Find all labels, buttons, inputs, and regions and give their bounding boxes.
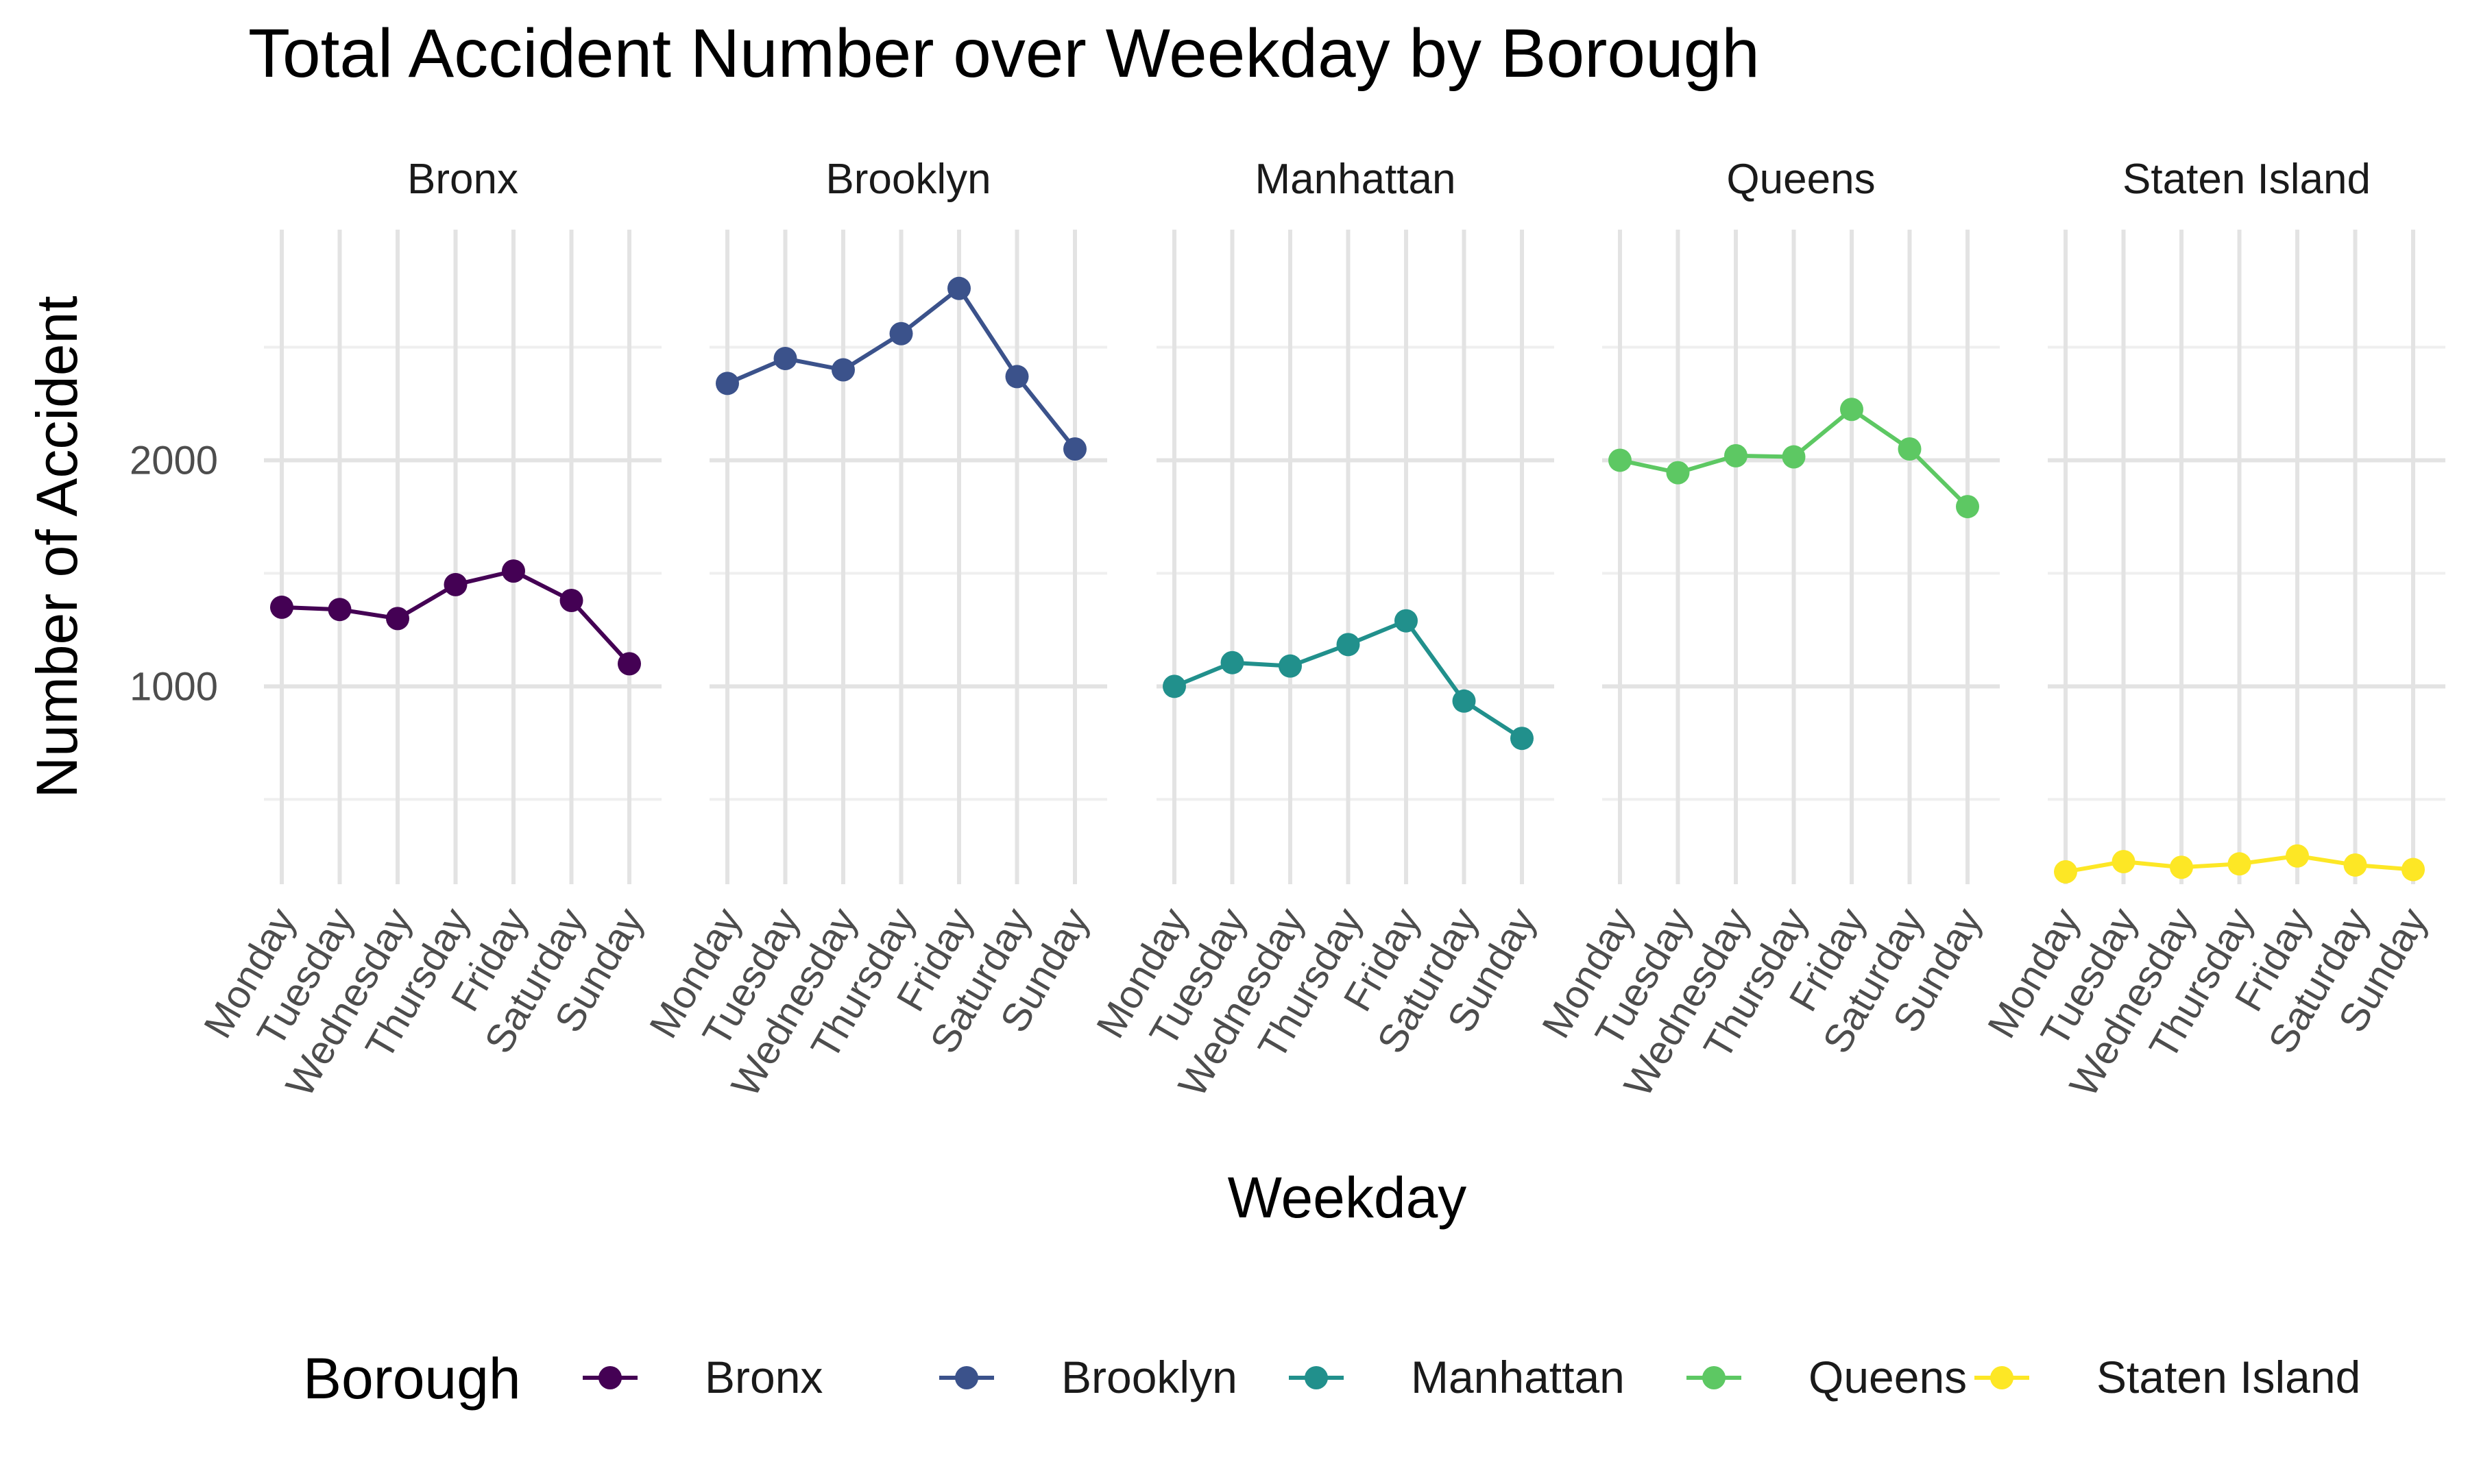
- data-point: [1394, 609, 1418, 633]
- data-point: [716, 372, 739, 396]
- data-point: [1163, 674, 1186, 698]
- legend-label: Bronx: [705, 1352, 823, 1402]
- data-point: [2054, 860, 2077, 884]
- panels: BronxMondayTuesdayWednesdayThursdayFrida…: [195, 156, 2445, 1104]
- legend-marker: [598, 1366, 622, 1389]
- legend-label: Manhattan: [1411, 1352, 1625, 1402]
- legend-item: Staten Island: [1974, 1352, 2360, 1402]
- facet-title: Manhattan: [1255, 156, 1456, 203]
- legend-marker: [1990, 1366, 2013, 1389]
- facet-title: Staten Island: [2122, 156, 2371, 203]
- data-point: [2343, 853, 2367, 877]
- data-point: [502, 559, 525, 583]
- data-point: [1279, 654, 1302, 678]
- data-point: [1666, 461, 1690, 485]
- data-point: [1782, 445, 1806, 469]
- legend-label: Staten Island: [2096, 1352, 2360, 1402]
- y-axis-label: Number of Accident: [25, 295, 89, 798]
- data-point: [2112, 850, 2136, 874]
- data-point: [947, 276, 971, 300]
- data-point: [328, 598, 352, 622]
- legend-marker: [1702, 1366, 1726, 1389]
- data-point: [618, 652, 641, 676]
- data-point: [773, 347, 797, 371]
- data-point: [889, 321, 913, 345]
- legend-title: Borough: [303, 1346, 521, 1411]
- facet-title: Brooklyn: [825, 156, 991, 203]
- data-point: [832, 358, 855, 382]
- legend-marker: [955, 1366, 978, 1389]
- data-point: [1063, 437, 1087, 461]
- data-point: [386, 607, 409, 631]
- x-axis-label: Weekday: [1228, 1165, 1467, 1230]
- legend-item: Brooklyn: [939, 1352, 1237, 1402]
- data-point: [1608, 448, 1632, 472]
- data-point: [1724, 443, 1747, 467]
- data-point: [2170, 855, 2193, 879]
- data-point: [270, 595, 293, 619]
- data-point: [2227, 852, 2251, 876]
- legend-item: Queens: [1686, 1352, 1967, 1402]
- data-point: [1840, 398, 1863, 422]
- data-point: [1898, 437, 1922, 461]
- data-point: [1005, 365, 1029, 389]
- data-point: [1336, 633, 1360, 657]
- data-point: [444, 572, 468, 596]
- data-point: [1220, 650, 1244, 674]
- y-tick-label: 2000: [130, 438, 218, 483]
- panel-staten-island: Staten IslandMondayTuesdayWednesdayThurs…: [1979, 156, 2445, 1104]
- legend-item: Bronx: [583, 1352, 823, 1402]
- facet-title: Queens: [1726, 156, 1875, 203]
- data-point: [1956, 495, 1979, 519]
- panel-brooklyn: BrooklynMondayTuesdayWednesdayThursdayFr…: [641, 156, 1107, 1104]
- data-point: [1452, 689, 1476, 713]
- data-point: [559, 589, 583, 613]
- panel-manhattan: ManhattanMondayTuesdayWednesdayThursdayF…: [1088, 156, 1554, 1104]
- data-point: [1510, 727, 1534, 751]
- legend-label: Queens: [1808, 1352, 1967, 1402]
- data-point: [2402, 857, 2425, 881]
- legend-label: Brooklyn: [1061, 1352, 1237, 1402]
- panel-queens: QueensMondayTuesdayWednesdayThursdayFrid…: [1534, 156, 2000, 1104]
- legend: Borough Bronx Brooklyn Manhattan Queens Stat…: [303, 1346, 2360, 1411]
- facet-title: Bronx: [407, 156, 518, 203]
- y-tick-label: 1000: [130, 664, 218, 709]
- panel-bronx: BronxMondayTuesdayWednesdayThursdayFrida…: [195, 156, 662, 1104]
- legend-item: Manhattan: [1289, 1352, 1625, 1402]
- legend-marker: [1305, 1366, 1328, 1389]
- data-point: [2286, 844, 2309, 868]
- chart-title: Total Accident Number over Weekday by Bo…: [248, 15, 1760, 92]
